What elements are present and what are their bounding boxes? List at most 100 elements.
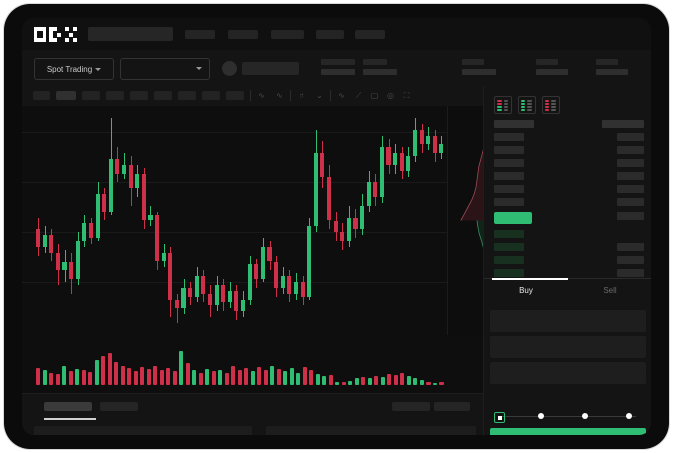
volume-bar <box>367 378 372 385</box>
candle-body <box>201 276 206 294</box>
okx-logo-icon[interactable] <box>34 27 78 42</box>
stepper-step-0-active[interactable] <box>494 412 505 423</box>
orderbook-row-amount <box>617 172 644 180</box>
candlestick-chart[interactable] <box>22 106 483 335</box>
compare-icon[interactable]: ∿ <box>276 91 283 100</box>
stat-group-1 <box>321 59 355 75</box>
volume-bar <box>166 368 171 385</box>
candle-body <box>95 194 100 239</box>
total-field[interactable] <box>490 362 646 384</box>
camera-icon[interactable]: ▢ <box>370 91 379 100</box>
candle-body <box>82 223 87 241</box>
timeframe-button[interactable] <box>154 91 172 100</box>
volume-bar <box>315 373 320 385</box>
more-down-icon[interactable]: ⌄ <box>316 91 323 100</box>
orderbook-mode-buy-icon[interactable] <box>518 96 536 114</box>
orderbook-row[interactable] <box>494 198 524 206</box>
volume-bar <box>400 372 405 385</box>
timeframe-button[interactable] <box>82 91 100 100</box>
nav-item-4[interactable] <box>316 30 344 39</box>
orderbook-row[interactable] <box>494 133 524 141</box>
price-field[interactable] <box>490 310 646 332</box>
candle-body <box>280 276 285 288</box>
volume-bar <box>198 372 203 385</box>
volume-bar <box>68 371 73 385</box>
pair-price-display <box>242 62 299 75</box>
orderbook-row[interactable] <box>494 146 524 154</box>
candle-body <box>267 246 272 262</box>
candle-body <box>88 223 93 239</box>
timeframe-button[interactable] <box>202 91 220 100</box>
timeframe-button[interactable] <box>130 91 148 100</box>
amount-field[interactable] <box>490 336 646 358</box>
candle-type-icon[interactable]: ⑁ <box>299 91 304 100</box>
bottom-tab-2[interactable] <box>100 402 138 411</box>
candle-body <box>174 299 179 309</box>
orderbook-row[interactable] <box>494 256 524 264</box>
volume-bar <box>276 369 281 385</box>
candle-body <box>439 144 444 154</box>
orderbook-mode-both-icon[interactable] <box>494 96 512 114</box>
timeframe-button[interactable] <box>33 91 50 100</box>
pair-dropdown[interactable] <box>120 58 210 80</box>
stat-label <box>321 59 355 65</box>
timeframe-button[interactable] <box>106 91 124 100</box>
candle-body <box>320 153 325 177</box>
timeframe-button[interactable] <box>226 91 244 100</box>
orderbook-row[interactable] <box>494 230 524 238</box>
volume-bar <box>120 365 125 385</box>
volume-bar <box>341 382 346 385</box>
volume-bar <box>88 371 93 385</box>
orderbook-mode-sell-icon[interactable] <box>542 96 560 114</box>
stat-label <box>462 59 484 65</box>
bottom-action-2[interactable] <box>434 402 470 411</box>
orderbook-rows[interactable] <box>484 120 651 277</box>
volume-bar <box>211 371 216 385</box>
percent-stepper[interactable] <box>494 411 642 423</box>
stepper-step-3[interactable] <box>626 413 632 419</box>
volume-bar <box>153 365 158 385</box>
orderbook-row[interactable] <box>494 159 524 167</box>
nav-item-3[interactable] <box>271 30 304 39</box>
nav-item-2[interactable] <box>228 30 258 39</box>
bottom-tab-1[interactable] <box>44 402 92 411</box>
indicators-icon[interactable]: ∿ <box>258 91 265 100</box>
settings-icon[interactable]: ◎ <box>387 91 394 100</box>
nav-item-5[interactable] <box>355 30 385 39</box>
candle-body <box>412 129 418 157</box>
stat-label <box>596 59 618 65</box>
volume-bar <box>302 366 307 385</box>
candle-body <box>313 153 318 227</box>
orderbook-row[interactable] <box>494 185 524 193</box>
stepper-step-1[interactable] <box>538 413 544 419</box>
fullscreen-icon[interactable]: ⛶ <box>403 91 410 100</box>
search-input[interactable] <box>88 27 173 41</box>
timeframe-button-active[interactable] <box>56 91 76 100</box>
volume-bar <box>107 353 112 385</box>
candle-body <box>293 282 298 294</box>
orderbook-highlighted-row[interactable] <box>494 212 532 224</box>
volume-bar <box>49 372 54 385</box>
orderbook-row[interactable] <box>494 172 524 180</box>
bottom-tab-bar <box>22 393 483 435</box>
spot-trading-selector[interactable]: Spot Trading <box>34 58 114 80</box>
tablet-device-frame: Spot Trading <box>4 4 669 449</box>
orderbook-row[interactable] <box>494 269 524 277</box>
orderbook-row[interactable] <box>494 243 524 251</box>
candle-body <box>161 252 166 262</box>
stat-label <box>363 59 387 65</box>
tab-sell[interactable]: Sell <box>603 286 617 295</box>
stepper-step-2[interactable] <box>582 413 588 419</box>
line-chart-icon[interactable]: ∿ <box>338 91 345 100</box>
tab-buy[interactable]: Buy <box>519 286 533 295</box>
timeframe-button[interactable] <box>178 91 196 100</box>
submit-order-button[interactable] <box>490 428 646 435</box>
candle-body <box>102 194 107 212</box>
bottom-action-1[interactable] <box>392 402 430 411</box>
nav-item-1[interactable] <box>185 30 215 39</box>
ruler-icon[interactable]: ⟋ <box>355 91 362 100</box>
volume-bar <box>140 366 145 385</box>
volume-bar <box>406 375 411 385</box>
volume-bar <box>237 370 242 385</box>
volume-bar <box>244 368 249 385</box>
